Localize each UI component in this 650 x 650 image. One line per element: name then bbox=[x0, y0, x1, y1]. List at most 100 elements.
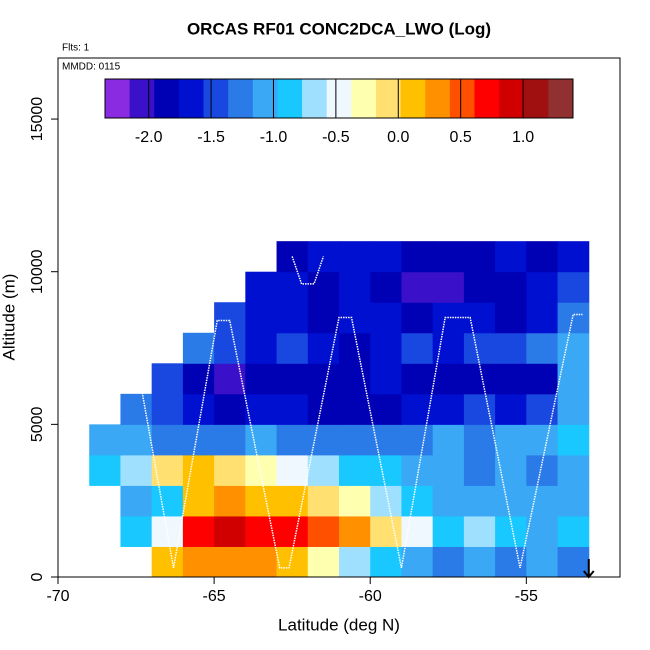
heat-cell bbox=[307, 515, 340, 547]
heat-cell bbox=[370, 515, 402, 547]
heat-cell bbox=[432, 241, 465, 273]
heat-cell bbox=[463, 454, 496, 486]
heat-cell bbox=[370, 485, 402, 517]
heat-cell bbox=[307, 363, 340, 395]
heat-cell bbox=[276, 332, 309, 364]
heat-cell bbox=[245, 454, 278, 486]
heat-cell bbox=[245, 485, 278, 517]
heat-cell bbox=[526, 241, 559, 273]
heat-cell bbox=[182, 332, 215, 364]
heat-cell bbox=[495, 515, 527, 547]
heat-cell bbox=[401, 271, 434, 303]
colorbar-tick-label: -0.5 bbox=[322, 129, 350, 146]
heat-cell bbox=[495, 454, 527, 486]
y-tick-label: 0 bbox=[29, 572, 46, 581]
heat-cell bbox=[276, 454, 309, 486]
heat-cell bbox=[245, 363, 278, 395]
colorbar-tick-label: 0.0 bbox=[387, 129, 409, 146]
heat-cell bbox=[245, 332, 278, 364]
heat-cell bbox=[526, 363, 559, 395]
heat-cell bbox=[307, 332, 340, 364]
heat-cell bbox=[401, 424, 434, 456]
heat-cell bbox=[526, 271, 559, 303]
heat-cell bbox=[495, 271, 527, 303]
plot-frame bbox=[57, 57, 621, 578]
flight-track bbox=[138, 256, 583, 569]
heat-cell bbox=[370, 332, 402, 364]
heat-cell bbox=[120, 424, 153, 456]
heat-cell bbox=[463, 302, 496, 334]
heat-cell bbox=[339, 241, 371, 273]
colorbar-segment bbox=[400, 79, 426, 118]
colorbar-tick-label: -2.0 bbox=[135, 129, 163, 146]
x-tick-label: -70 bbox=[46, 588, 69, 605]
heat-cell bbox=[526, 393, 559, 425]
x-tick-label: -55 bbox=[515, 588, 538, 605]
heat-cell bbox=[495, 546, 527, 578]
colorbar-segment bbox=[523, 79, 549, 118]
heat-cell bbox=[276, 515, 309, 547]
heat-cell bbox=[214, 363, 246, 395]
heat-cell bbox=[151, 393, 184, 425]
heat-cell bbox=[526, 302, 559, 334]
heat-cell bbox=[401, 546, 434, 578]
colorbar-segment bbox=[449, 79, 475, 118]
heat-cell bbox=[557, 515, 590, 547]
x-axis-label: Latitude (deg N) bbox=[278, 615, 400, 634]
heat-cell bbox=[432, 424, 465, 456]
heat-cell bbox=[151, 454, 184, 486]
heat-cell bbox=[214, 393, 246, 425]
heat-cell bbox=[401, 454, 434, 486]
heat-cell bbox=[276, 363, 309, 395]
heat-cell bbox=[276, 302, 309, 334]
heat-cell bbox=[370, 302, 402, 334]
heat-cell bbox=[432, 271, 465, 303]
heat-cell bbox=[214, 485, 246, 517]
heat-cell bbox=[151, 546, 184, 578]
heat-cell bbox=[245, 271, 278, 303]
colorbar-segment bbox=[129, 79, 155, 118]
heat-cell bbox=[495, 485, 527, 517]
colorbar-segment bbox=[425, 79, 451, 118]
heat-cell bbox=[557, 424, 590, 456]
heat-cell bbox=[214, 454, 246, 486]
heat-cell bbox=[214, 302, 246, 334]
heat-cell bbox=[401, 363, 434, 395]
heat-cell bbox=[182, 515, 215, 547]
heat-cell bbox=[339, 546, 371, 578]
heat-cell bbox=[463, 546, 496, 578]
heat-cell bbox=[339, 515, 371, 547]
heat-cell bbox=[276, 271, 309, 303]
heat-cell bbox=[245, 546, 278, 578]
heat-cell bbox=[401, 302, 434, 334]
heat-cell bbox=[245, 424, 278, 456]
heat-cell bbox=[307, 302, 340, 334]
chart-title: ORCAS RF01 CONC2DCA_LWO (Log) bbox=[187, 19, 491, 38]
heat-cell bbox=[401, 332, 434, 364]
heat-cell bbox=[401, 393, 434, 425]
heat-cell bbox=[214, 546, 246, 578]
heat-cell bbox=[557, 485, 590, 517]
heat-cell bbox=[182, 393, 215, 425]
y-tick-label: 15000 bbox=[29, 97, 46, 142]
colorbar-segment bbox=[474, 79, 500, 118]
colorbar-segment bbox=[228, 79, 254, 118]
heat-cell bbox=[276, 393, 309, 425]
heat-cell bbox=[463, 241, 496, 273]
colorbar-segment bbox=[499, 79, 525, 118]
colorbar-tick-label: -1.0 bbox=[260, 129, 288, 146]
colorbar-segment bbox=[548, 79, 574, 118]
heat-cell bbox=[432, 515, 465, 547]
heat-cell bbox=[89, 454, 121, 486]
y-tick-label: 10000 bbox=[29, 249, 46, 294]
heat-cell bbox=[276, 424, 309, 456]
heat-cell bbox=[339, 271, 371, 303]
heat-cell bbox=[370, 241, 402, 273]
heat-cell bbox=[370, 546, 402, 578]
heat-cell bbox=[214, 515, 246, 547]
colorbar-tick-label: -1.5 bbox=[197, 129, 225, 146]
heat-cell bbox=[557, 332, 590, 364]
heat-cell bbox=[120, 393, 153, 425]
heat-cell bbox=[182, 363, 215, 395]
colorbar-segment bbox=[154, 79, 180, 118]
